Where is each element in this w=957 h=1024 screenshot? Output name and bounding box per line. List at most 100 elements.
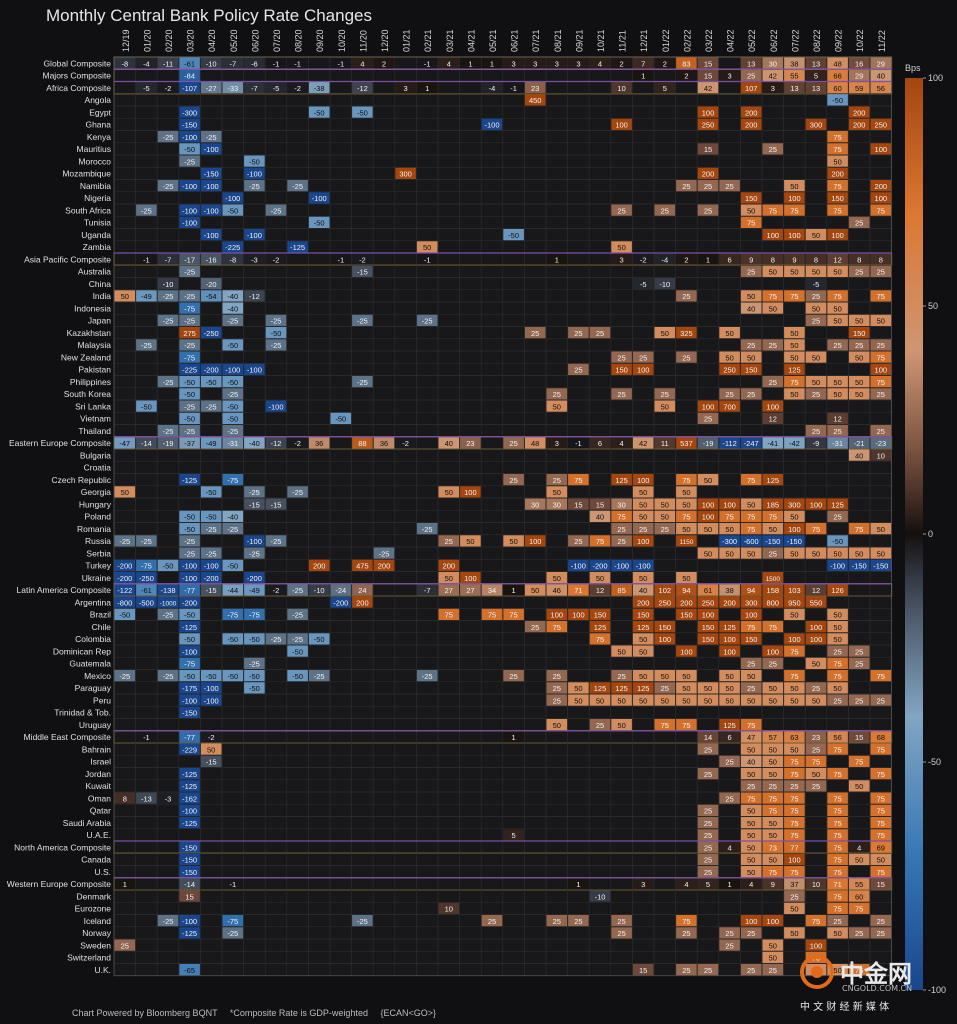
cell-value-label: 100 [788, 856, 801, 865]
heatmap-cell [330, 584, 352, 596]
heatmap-cell [114, 535, 136, 547]
cell-value-label: -25 [184, 341, 195, 350]
heatmap-cell [848, 927, 870, 939]
cell-value-label: 150 [702, 635, 715, 644]
heatmap-cell [827, 412, 848, 424]
column-label: 01/20 [142, 29, 152, 52]
column-label: 03/20 [186, 29, 196, 52]
heatmap-cell [589, 498, 611, 510]
heatmap-cell [611, 535, 632, 547]
cell-value-label: -50 [227, 341, 238, 350]
cell-value-label: -100 [247, 537, 262, 546]
heatmap-cell [654, 596, 676, 608]
cell-value-label: -50 [227, 562, 238, 571]
heatmap-cell [114, 878, 136, 890]
row-label: Kazakhstan [67, 328, 112, 338]
heatmap-cell [740, 584, 762, 596]
heatmap-cell [352, 559, 373, 571]
heatmap-cell [805, 657, 827, 669]
heatmap-cell [870, 82, 892, 94]
heatmap-cell [200, 755, 222, 767]
cell-value-label: 100 [875, 194, 888, 203]
row-label: Colombia [75, 634, 111, 644]
heatmap-cell [762, 768, 784, 780]
heatmap-cell [805, 633, 827, 645]
heatmap-cell [827, 425, 848, 437]
heatmap-cell [784, 290, 805, 302]
cell-value-label: 50 [445, 574, 453, 583]
heatmap-cell [524, 57, 546, 69]
heatmap-cell [222, 82, 244, 94]
cell-value-label: -25 [249, 488, 260, 497]
cell-value-label: 12 [833, 255, 841, 264]
cell-value-label: 50 [704, 476, 712, 485]
cell-value-label: 15 [855, 733, 863, 742]
cell-value-label: 75 [769, 623, 777, 632]
heatmap-cell [654, 57, 676, 69]
heatmap-cell [222, 241, 244, 253]
cell-value-label: -25 [422, 317, 433, 326]
cell-value-label: -25 [119, 672, 130, 681]
row-label: Sweden [80, 940, 111, 950]
heatmap-cell [827, 143, 848, 155]
cell-value-label: -75 [227, 917, 238, 926]
cell-value-label: -25 [271, 341, 282, 350]
cell-value-label: 25 [812, 782, 820, 791]
heatmap-cell [157, 180, 179, 192]
cell-value-label: 200 [745, 121, 758, 130]
heatmap-cell [805, 302, 827, 314]
heatmap-cell [179, 853, 200, 865]
cell-value-label: -50 [271, 329, 282, 338]
heatmap-cell [740, 829, 762, 841]
heatmap-cell [503, 829, 524, 841]
cell-value-label: -25 [184, 317, 195, 326]
row-label: Hungary [79, 499, 112, 509]
row-label: Brazil [90, 610, 111, 620]
heatmap-cell [222, 192, 244, 204]
cell-value-label: 75 [833, 892, 841, 901]
cell-value-label: 3 [404, 84, 408, 93]
heatmap-cell [848, 449, 870, 461]
heatmap-cell [676, 327, 697, 339]
cell-value-label: -33 [227, 84, 238, 93]
cell-value-label: -75 [184, 353, 195, 362]
heatmap-cell [179, 596, 200, 608]
row-label: Argentina [75, 597, 112, 607]
cell-value-label: 300 [788, 500, 801, 509]
heatmap-cell [611, 559, 632, 571]
cell-value-label: 25 [639, 525, 647, 534]
heatmap-cell [740, 57, 762, 69]
heatmap-cell [222, 400, 244, 412]
row-label: Zambia [83, 242, 112, 252]
cell-value-label: -150 [787, 537, 802, 546]
heatmap-cell [719, 792, 740, 804]
heatmap-cell [632, 69, 654, 81]
heatmap-cell [697, 743, 719, 755]
cell-value-label: 150 [594, 611, 607, 620]
cell-value-label: -25 [184, 157, 195, 166]
heatmap-cell [784, 253, 805, 265]
cell-value-label: 25 [833, 696, 841, 705]
cell-value-label: 50 [855, 782, 863, 791]
cell-value-label: 40 [747, 758, 755, 767]
cell-value-label: 6 [728, 255, 732, 264]
heatmap-cell [503, 437, 524, 449]
cell-value-label: 42 [639, 439, 647, 448]
heatmap-cell [740, 106, 762, 118]
cell-value-label: 50 [725, 549, 733, 558]
heatmap-cell [719, 437, 740, 449]
cell-value-label: 25 [833, 513, 841, 522]
cell-value-label: -31 [832, 439, 843, 448]
cell-value-label: 50 [877, 317, 885, 326]
heatmap-cell [611, 253, 632, 265]
heatmap-cell [568, 608, 589, 620]
cell-value-label: 125 [723, 721, 736, 730]
cell-value-label: 150 [853, 329, 866, 338]
cell-value-label: 50 [790, 513, 798, 522]
heatmap-cell [740, 633, 762, 645]
heatmap-cell [805, 69, 827, 81]
cell-value-label: -15 [206, 586, 217, 595]
cell-value-label: -800 [117, 598, 132, 607]
heatmap-cell [848, 376, 870, 388]
heatmap-cell [503, 670, 524, 682]
